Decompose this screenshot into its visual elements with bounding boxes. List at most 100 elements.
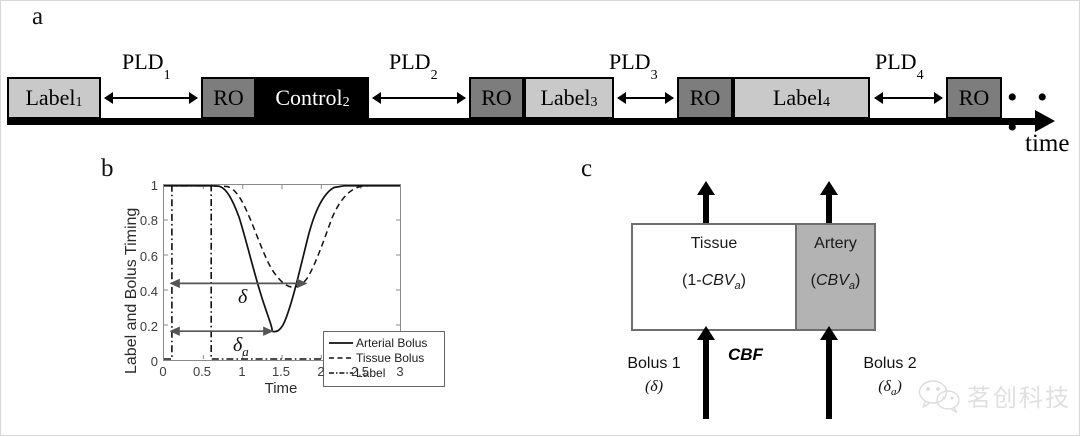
delta-a-annotation-arrow xyxy=(169,326,274,336)
pld-3-arrow xyxy=(617,92,674,104)
panel-b-letter: b xyxy=(101,155,114,182)
y-tick-label: 0.6 xyxy=(139,249,158,264)
legend-swatch-solid xyxy=(329,341,353,344)
sequence-block-label: Label xyxy=(772,85,824,110)
panel-a-letter: a xyxy=(32,3,44,30)
series-arterial-bolus-curve xyxy=(164,184,400,333)
continuation-dots: • • • xyxy=(1007,81,1054,144)
tissue-compartment[interactable]: Tissue (1-CBVa) xyxy=(633,225,795,329)
x-tick-label: 1 xyxy=(238,364,246,379)
sequence-block-sub: 1 xyxy=(75,95,83,110)
sequence-block-label: RO xyxy=(689,85,721,110)
pld-4-label: PLD4 xyxy=(875,49,924,83)
bolus-2-symbol: (δa) xyxy=(878,378,902,399)
y-tick-label: 0.2 xyxy=(139,319,158,334)
bolus-2-name: Bolus 2 xyxy=(863,355,917,372)
sequence-block-label: RO xyxy=(958,85,990,110)
legend-swatch-dashdot xyxy=(329,371,353,374)
legend-item-label[interactable]: Label xyxy=(328,365,439,380)
artery-formula-sub: a xyxy=(848,280,856,293)
chart-svg xyxy=(164,184,400,360)
pld-label-sub: 1 xyxy=(163,68,171,84)
compartment-diagram: Tissue (1-CBVa) Artery (CBVa) xyxy=(631,223,876,331)
delta-a-subscript: a xyxy=(242,344,249,359)
pld-3-label: PLD3 xyxy=(609,49,658,83)
artery-compartment[interactable]: Artery (CBVa) xyxy=(795,225,874,329)
pld-4-arrow xyxy=(874,92,943,104)
sequence-block-label-4[interactable]: Label 4 xyxy=(733,77,870,119)
sequence-block-label: Label xyxy=(540,85,591,110)
bolus-1-name: Bolus 1 xyxy=(627,355,681,372)
x-tick-label: 3 xyxy=(396,364,404,379)
pld-label-text: PLD xyxy=(389,49,431,74)
bolus-2-symbol-sub: a xyxy=(890,386,897,399)
legend-item-tissue-bolus[interactable]: Tissue Bolus xyxy=(328,350,439,365)
sequence-block-sub: 4 xyxy=(823,95,831,110)
sequence-block-sub: 2 xyxy=(342,95,350,110)
time-axis-line xyxy=(7,118,1037,125)
pld-1-arrow xyxy=(104,92,198,104)
sequence-block-label-1[interactable]: Label 1 xyxy=(7,77,101,119)
panel-c-letter: c xyxy=(581,155,593,182)
legend-swatch-dashed xyxy=(329,356,353,359)
sequence-block-ro-3[interactable]: RO xyxy=(677,77,733,119)
tissue-formula-sub: a xyxy=(734,280,741,293)
x-tick-label: 0.5 xyxy=(192,364,212,379)
sequence-block-ro-2[interactable]: RO xyxy=(469,77,524,119)
pld-label-sub: 4 xyxy=(916,68,924,84)
bolus-2-label: Bolus 2 (δa) xyxy=(846,352,934,401)
y-tick-label: 0.8 xyxy=(139,213,158,228)
sequence-block-sub: 3 xyxy=(590,95,598,110)
pld-label-sub: 3 xyxy=(650,68,658,84)
pld-1-label: PLD1 xyxy=(122,49,171,83)
artery-formula-suffix: ) xyxy=(855,272,861,289)
x-tick-label: 1.5 xyxy=(271,364,291,379)
time-axis-arrowhead xyxy=(1035,110,1055,132)
chart-legend[interactable]: Arterial Bolus Tissue Bolus Label xyxy=(323,331,445,387)
panel-b: b Label and Bolus Timing 1 0.8 0.6 0.4 0… xyxy=(96,156,496,437)
pld-label-text: PLD xyxy=(122,49,164,74)
delta-symbol: δ xyxy=(238,286,248,308)
x-tick-label: 0 xyxy=(159,364,167,379)
pld-label-text: PLD xyxy=(609,49,651,74)
sequence-block-label: Control xyxy=(275,85,343,110)
delta-annotation-arrow xyxy=(169,278,308,289)
y-tick-label: 0 xyxy=(150,354,158,369)
tissue-formula-suffix: ) xyxy=(740,272,746,289)
tissue-formula-symbol: CBV xyxy=(701,272,735,289)
tissue-outflow-arrow xyxy=(696,181,716,225)
pld-label-sub: 2 xyxy=(430,68,438,84)
bolus-2-symbol-open: (δ xyxy=(878,378,891,396)
time-axis-label: time xyxy=(1025,130,1070,157)
sequence-block-ro-1[interactable]: RO xyxy=(201,77,256,119)
x-axis-label: Time xyxy=(264,380,298,397)
panel-a: a Label 1 RO Control 2 RO Label 3 RO Label 4… xyxy=(1,1,1080,157)
pld-2-label: PLD2 xyxy=(389,49,438,83)
sequence-block-label: RO xyxy=(481,85,512,110)
bolus-1-label: Bolus 1 (δ) xyxy=(610,352,698,398)
legend-item-arterial-bolus[interactable]: Arterial Bolus xyxy=(328,335,439,350)
sequence-block-label: Label xyxy=(25,85,76,110)
legend-label: Label xyxy=(356,365,386,380)
legend-label: Arterial Bolus xyxy=(356,335,428,350)
sequence-block-ro-4[interactable]: RO xyxy=(946,77,1002,119)
pld-label-text: PLD xyxy=(875,49,917,74)
legend-label: Tissue Bolus xyxy=(356,350,425,365)
artery-formula-prefix: ( xyxy=(810,272,816,289)
bolus-1-symbol: (δ) xyxy=(644,378,664,396)
x-tick-label: 2.5 xyxy=(350,364,370,379)
artery-outflow-arrow xyxy=(819,181,839,225)
artery-title: Artery xyxy=(814,235,857,252)
artery-formula-symbol: CBV xyxy=(815,272,849,289)
sequence-block-label-3[interactable]: Label 3 xyxy=(524,77,614,119)
series-tissue-bolus-curve xyxy=(164,185,400,288)
delta-a-label: δa xyxy=(233,334,249,360)
bolus-1-inflow-arrow xyxy=(696,326,716,419)
tissue-formula: (1-CBVa) xyxy=(682,272,746,292)
sequence-block-control-2[interactable]: Control 2 xyxy=(256,77,369,119)
bolus-2-symbol-close: ) xyxy=(896,378,902,396)
artery-formula: (CBVa) xyxy=(811,272,861,292)
tissue-title: Tissue xyxy=(690,235,738,252)
delta-a-symbol: δ xyxy=(233,334,243,356)
y-tick-label: 0.4 xyxy=(139,284,158,299)
